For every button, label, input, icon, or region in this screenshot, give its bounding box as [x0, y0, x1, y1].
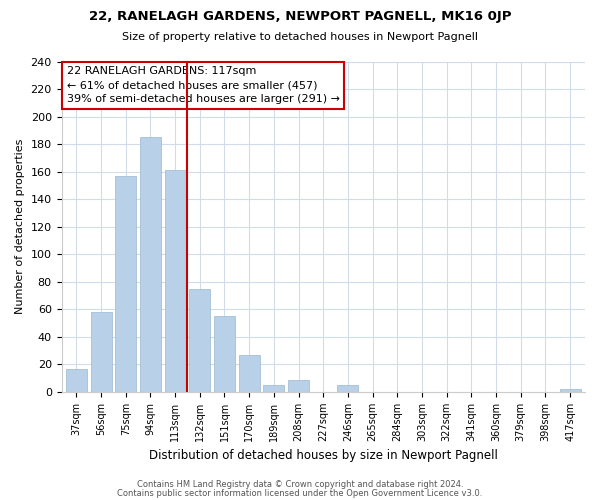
- Bar: [115, 176, 136, 392]
- Bar: [190, 288, 210, 392]
- Text: 22, RANELAGH GARDENS, NEWPORT PAGNELL, MK16 0JP: 22, RANELAGH GARDENS, NEWPORT PAGNELL, M…: [89, 10, 511, 23]
- Y-axis label: Number of detached properties: Number of detached properties: [15, 139, 25, 314]
- Bar: [66, 368, 87, 392]
- Bar: [214, 316, 235, 392]
- Bar: [164, 170, 185, 392]
- X-axis label: Distribution of detached houses by size in Newport Pagnell: Distribution of detached houses by size …: [149, 450, 498, 462]
- Bar: [140, 137, 161, 392]
- Bar: [288, 380, 309, 392]
- Bar: [337, 385, 358, 392]
- Bar: [263, 385, 284, 392]
- Bar: [239, 355, 260, 392]
- Bar: [560, 389, 581, 392]
- Text: Contains HM Land Registry data © Crown copyright and database right 2024.: Contains HM Land Registry data © Crown c…: [137, 480, 463, 489]
- Text: Size of property relative to detached houses in Newport Pagnell: Size of property relative to detached ho…: [122, 32, 478, 42]
- Bar: [91, 312, 112, 392]
- Text: 22 RANELAGH GARDENS: 117sqm
← 61% of detached houses are smaller (457)
39% of se: 22 RANELAGH GARDENS: 117sqm ← 61% of det…: [67, 66, 340, 104]
- Text: Contains public sector information licensed under the Open Government Licence v3: Contains public sector information licen…: [118, 488, 482, 498]
